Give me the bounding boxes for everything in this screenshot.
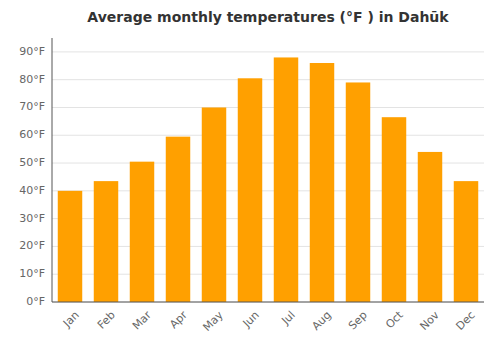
y-tick-label: 40°F [19,184,45,197]
x-tick-label: Feb [95,309,118,332]
bar [382,117,406,302]
y-grid [52,52,484,302]
grid-line [52,107,484,108]
bar [454,181,478,302]
x-tick-label: Jan [60,309,82,331]
x-tick-label: Jun [240,309,262,331]
x-tick-label: Dec [454,309,478,333]
y-tick-label: 70°F [19,100,45,113]
y-tick-label: 80°F [19,73,45,86]
y-tick-label: 10°F [19,267,45,280]
page: {"chart_data": {"type": "bar", "title": … [0,0,500,350]
bar [274,57,298,302]
bars [58,57,478,302]
bar [130,162,154,302]
x-axis-line [52,302,484,303]
bar [418,152,442,302]
bar [58,191,82,302]
x-tick-label: Apr [167,308,190,331]
x-tick-label: Nov [417,308,442,333]
chart: 0°F 10°F 20°F 30°F 40°F 50°F 60°F 70°F 80°F 90°F J… [0,0,500,350]
bar [166,137,190,302]
x-tick-label: Aug [309,309,333,333]
x-tick-label: Jul [278,309,297,328]
bar [94,181,118,302]
y-tick-label: 90°F [19,45,45,58]
y-tick-label: 30°F [19,212,45,225]
grid-line [52,79,484,80]
grid-line [52,51,484,52]
y-tick-labels: 0°F 10°F 20°F 30°F 40°F 50°F 60°F 70°F 80°F 90°F [19,45,45,308]
bar [202,107,226,302]
x-tick-label: Oct [383,308,406,331]
bar [346,82,370,302]
grid-line [52,302,484,303]
x-tick-label: Mar [130,308,154,332]
x-tick-label: Sep [346,309,370,333]
bar [238,78,262,302]
grid-line [52,135,484,136]
y-axis-line [52,38,53,302]
x-tick-label: May [200,308,226,334]
y-tick-label: 50°F [19,156,45,169]
y-tick-label: 60°F [19,128,45,141]
x-tick-labels: Jan Feb Mar Apr May Jun Jul Aug Sep Oct Nov Dec [60,308,478,334]
y-tick-label: 0°F [26,295,45,308]
bar [310,63,334,302]
y-tick-label: 20°F [19,239,45,252]
title: Average monthly temperatures (°F ) in Da… [87,9,449,25]
